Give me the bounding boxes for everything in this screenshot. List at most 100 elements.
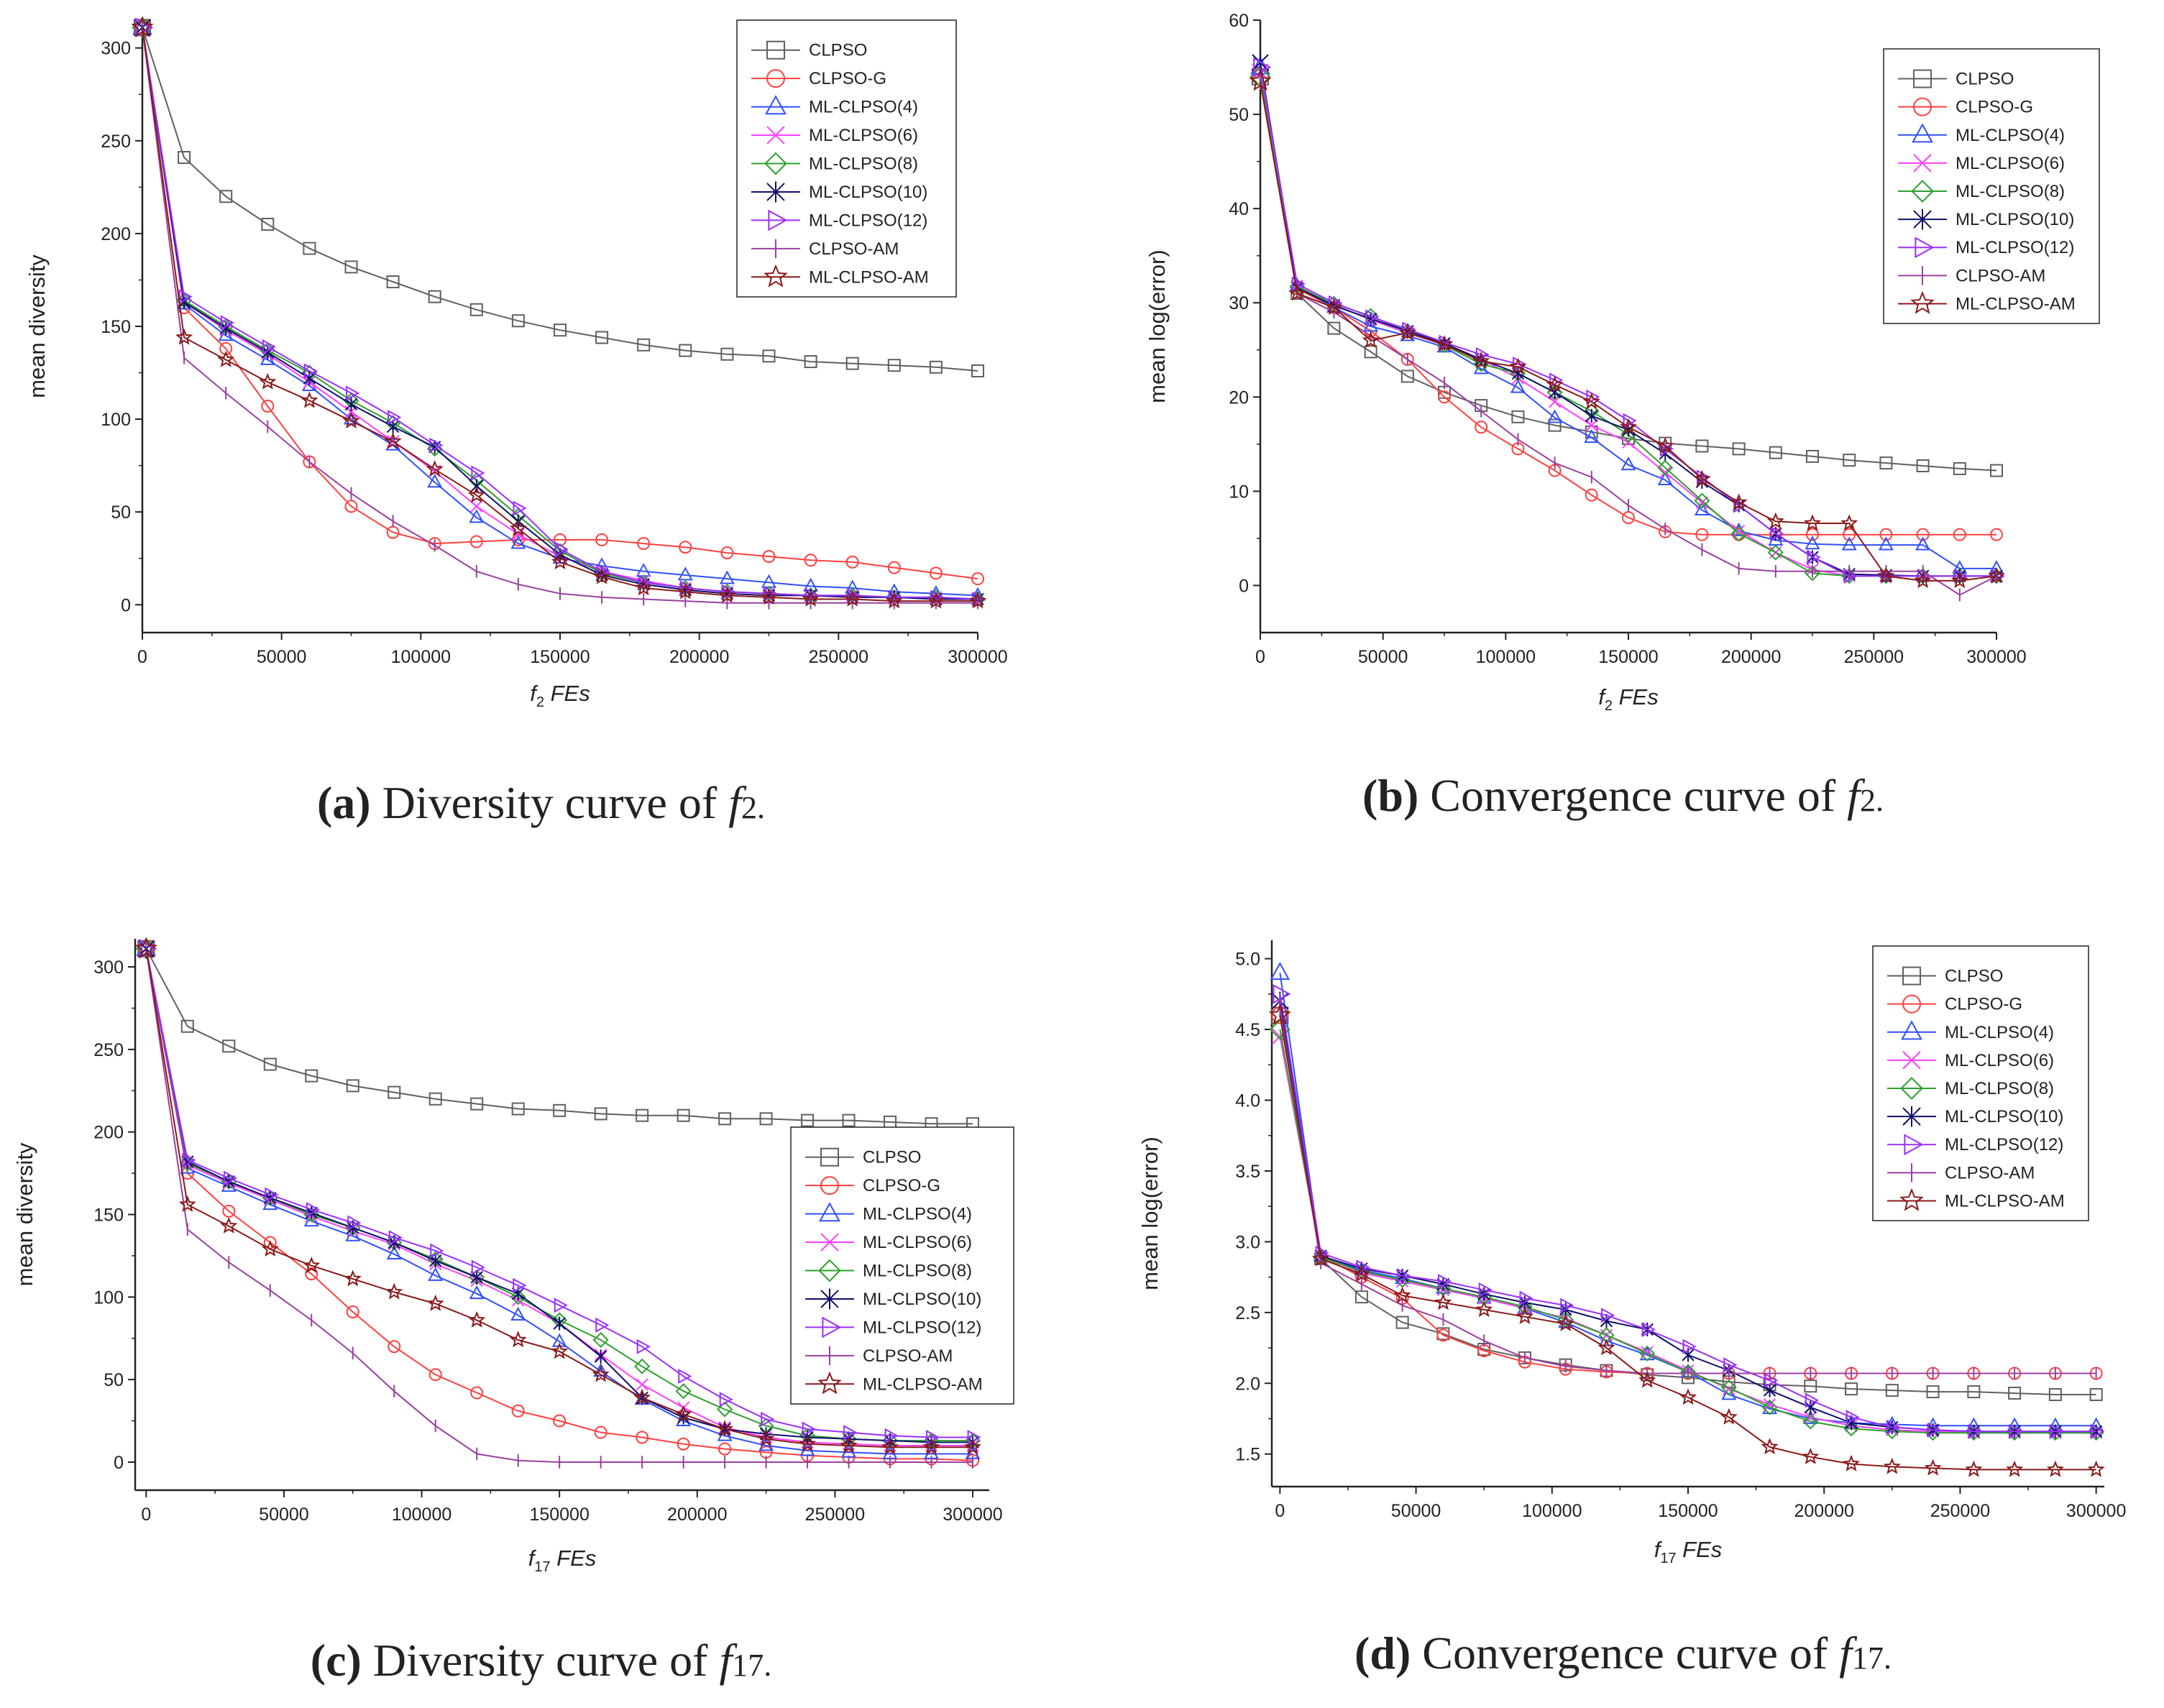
legend-entry: CLPSO-AM (1887, 1163, 2035, 1183)
data-point (1883, 1457, 1901, 1474)
data-point (553, 1103, 567, 1117)
y-tick-label: 10 (1229, 482, 1249, 502)
x-axis-label-sub: 2 (536, 694, 544, 710)
y-tick-label: 250 (93, 1040, 124, 1060)
series-line (142, 27, 978, 600)
data-point (1641, 1321, 1656, 1337)
caption-text: Convergence curve of (1418, 770, 1848, 821)
y-tick-label: 200 (93, 1123, 124, 1143)
data-point (303, 1257, 321, 1273)
data-point (845, 357, 859, 370)
data-point (1805, 536, 1820, 550)
data-point (1546, 375, 1564, 392)
legend-entry: ML-CLPSO(8) (1898, 180, 2065, 203)
legend-label: CLPSO (1945, 967, 2003, 986)
data-point (1434, 1293, 1452, 1310)
data-point (1659, 466, 1672, 479)
legend-entry: ML-CLPSO(6) (805, 1233, 972, 1252)
series-ml-clpso-am (131, 15, 987, 609)
caption-subscript: 17. (1851, 1640, 1892, 1676)
data-point (1950, 571, 1968, 589)
legend-label: ML-CLPSO(6) (1956, 154, 2065, 173)
data-point (1879, 528, 1893, 541)
x-tick-label: 250000 (805, 1505, 865, 1525)
legend-marker (1904, 1134, 1924, 1156)
legend-entry: CLPSO (1898, 69, 2014, 89)
data-point (551, 1342, 569, 1359)
legend-entry: ML-CLPSO(6) (1898, 154, 2065, 173)
legend-entry: CLPSO-G (1887, 995, 2022, 1014)
data-point (971, 572, 984, 586)
data-point (467, 486, 485, 503)
data-point (2046, 1460, 2064, 1477)
legend: CLPSO CLPSO-G ML-CLPSO(4) ML-CLPSO(6) ML-CLP… (790, 1126, 1014, 1405)
caption-text: Diversity curve of (361, 1635, 720, 1686)
data-point (1560, 1298, 1574, 1313)
data-point (386, 1245, 402, 1260)
panel-c: 0 50 100 150 200 250 300 0 50000 100000 150000 2000… (0, 854, 1082, 1708)
series-ml-clpso-12- (139, 938, 981, 1446)
data-point (1438, 390, 1451, 404)
x-tick-label: 0 (141, 1505, 151, 1525)
data-point (887, 359, 901, 372)
legend-marker (766, 126, 785, 144)
legend-marker (1913, 208, 1932, 230)
legend-entry: ML-CLPSO(4) (805, 1202, 972, 1224)
data-point (843, 589, 861, 607)
data-point (342, 412, 360, 428)
data-point (1990, 528, 2003, 541)
data-point (595, 533, 609, 546)
series-line (1279, 993, 2096, 1433)
legend-marker (764, 152, 787, 175)
data-point (388, 1085, 401, 1099)
x-axis-label: f17 FEs (1654, 1537, 1723, 1566)
data-point (716, 1420, 734, 1437)
series-clpso-am (145, 940, 974, 1469)
data-point (1269, 1019, 1290, 1040)
data-point (677, 1108, 690, 1122)
data-point (718, 586, 736, 603)
legend-marker (820, 1147, 839, 1167)
legend-marker (766, 181, 785, 203)
data-point (470, 1386, 484, 1400)
legend-label: CLPSO-G (1945, 995, 2022, 1014)
legend-label: ML-CLPSO(8) (1945, 1079, 2054, 1098)
legend-marker (820, 1288, 839, 1310)
data-point (551, 553, 569, 570)
data-point (1877, 566, 1895, 584)
x-tick-label: 300000 (2066, 1501, 2126, 1521)
caption-function: f (1839, 1627, 1852, 1679)
data-point (1845, 1382, 1858, 1396)
data-point (306, 1202, 320, 1218)
caption-d: (d) Convergence curve of f17. (1082, 1627, 2164, 1680)
caption-subscript: 17. (732, 1648, 772, 1683)
data-point (1804, 1400, 1817, 1415)
chart-b: 0 10 20 30 40 50 60 0 50000 100000 150000 200000 250… (1145, 11, 2100, 714)
data-point (1924, 1459, 1942, 1476)
data-point (1761, 1438, 1779, 1455)
caption-c: (c) Diversity curve of f17. (0, 1634, 1082, 1687)
x-tick-label: 250000 (809, 647, 868, 667)
data-point (1548, 418, 1562, 432)
legend-label: CLPSO (863, 1148, 921, 1167)
data-point (469, 535, 483, 548)
data-point (1694, 492, 1710, 509)
legend-box (736, 19, 957, 298)
data-point (802, 1421, 816, 1437)
legend-entry: ML-CLPSO-AM (1898, 290, 2076, 314)
data-point (677, 1437, 690, 1451)
data-point (428, 1368, 442, 1382)
data-point (1843, 1420, 1860, 1437)
data-point (303, 242, 316, 255)
legend-marker (817, 1371, 842, 1395)
data-point (637, 338, 651, 352)
data-point (1840, 514, 1858, 531)
legend-label: ML-CLPSO(10) (1956, 210, 2074, 229)
data-point (429, 437, 444, 453)
data-point (1841, 536, 1857, 551)
legend-entry: CLPSO-AM (805, 1346, 953, 1366)
legend-entry: CLPSO-AM (1898, 266, 2045, 285)
data-point (1510, 379, 1526, 393)
legend-marker (1901, 1020, 1922, 1040)
legend-marker (1902, 1106, 1921, 1127)
